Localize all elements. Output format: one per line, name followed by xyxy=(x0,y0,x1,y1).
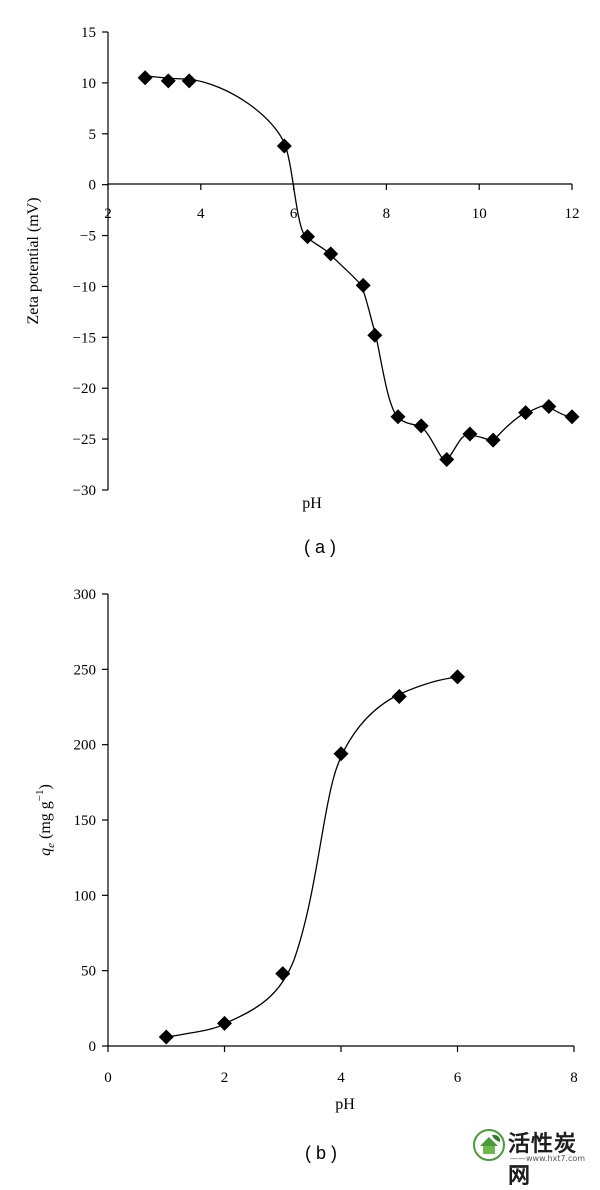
y-tick-label: −10 xyxy=(73,279,96,295)
data-point-marker xyxy=(485,432,501,448)
y-axis-title-subscript: e xyxy=(45,843,57,848)
adsorption-capacity-markers xyxy=(158,669,465,1045)
x-axis-ticks: 2 4 6 8 10 12 xyxy=(104,184,580,222)
y-tick-label: −30 xyxy=(73,483,96,499)
data-point-marker xyxy=(137,70,153,86)
x-tick-label: 8 xyxy=(570,1070,578,1086)
data-point-marker xyxy=(181,73,197,89)
zeta-potential-curve xyxy=(145,75,572,462)
data-point-marker xyxy=(217,1015,232,1031)
data-point-marker xyxy=(462,426,478,442)
data-point-marker xyxy=(333,746,349,762)
x-tick-label: 0 xyxy=(104,1070,112,1086)
data-point-marker xyxy=(390,409,406,425)
y-tick-label: 0 xyxy=(89,1039,97,1055)
panel-label-a: ( a ) xyxy=(304,537,336,557)
watermark: 活性炭网 ——www.hxt7.com—— xyxy=(470,1126,598,1189)
leaf-house-logo-icon xyxy=(473,1129,505,1161)
y-axis-ticks: 15 10 5 0 −5 −10 −15 −20 −25 −30 xyxy=(73,25,108,499)
y-tick-label: 15 xyxy=(81,25,96,41)
y-axis-ticks: 300 250 200 150 100 50 0 xyxy=(74,587,108,1055)
data-point-marker xyxy=(367,327,383,343)
y-axis-title-close: ) xyxy=(37,784,54,789)
data-point-marker xyxy=(160,73,176,89)
y-axis-title-superscript: −1 xyxy=(34,789,46,801)
y-tick-label: −20 xyxy=(73,381,96,397)
watermark-url: ——www.hxt7.com—— xyxy=(510,1154,586,1172)
y-tick-label: 0 xyxy=(89,178,97,194)
data-point-marker xyxy=(564,409,580,425)
data-point-marker xyxy=(300,229,316,245)
y-tick-label: −15 xyxy=(73,330,96,346)
y-tick-label: −25 xyxy=(73,432,96,448)
x-tick-label: 4 xyxy=(197,206,205,222)
x-tick-label: 2 xyxy=(221,1070,229,1086)
x-axis-title: pH xyxy=(335,1096,355,1113)
y-axis-title-q: q xyxy=(37,848,54,856)
data-point-marker xyxy=(450,669,465,685)
data-point-marker xyxy=(276,138,292,154)
data-point-marker xyxy=(355,277,371,293)
y-tick-label: 200 xyxy=(74,738,97,754)
y-tick-label: 10 xyxy=(81,76,96,92)
y-axis-title: qe (mg g−1) xyxy=(34,784,57,856)
y-tick-label: 5 xyxy=(89,127,97,143)
x-axis-title: pH xyxy=(302,495,322,512)
y-tick-label: 150 xyxy=(74,813,97,829)
x-tick-label: 10 xyxy=(472,206,487,222)
data-point-marker xyxy=(541,399,557,415)
x-tick-label: 2 xyxy=(104,206,112,222)
x-tick-label: 6 xyxy=(454,1070,462,1086)
panel-label-b: ( b ) xyxy=(305,1143,337,1163)
zeta-potential-markers xyxy=(137,70,580,467)
y-axis-title-unit: (mg g xyxy=(37,801,54,843)
data-point-marker xyxy=(391,688,407,704)
y-tick-label: −5 xyxy=(80,229,96,245)
data-point-marker xyxy=(413,418,429,434)
y-tick-label: 100 xyxy=(74,888,97,904)
adsorption-capacity-curve xyxy=(166,676,460,1038)
data-point-marker xyxy=(158,1029,174,1045)
x-tick-label: 4 xyxy=(337,1070,345,1086)
x-tick-label: 12 xyxy=(565,206,580,222)
y-tick-label: 50 xyxy=(81,964,96,980)
x-axis-ticks: 0 2 4 6 8 xyxy=(104,1046,578,1086)
zeta-potential-chart: 15 10 5 0 −5 −10 −15 −20 −25 −30 2 4 6 8 10 12 pH Zeta… xyxy=(25,25,580,557)
data-point-marker xyxy=(323,246,339,262)
data-point-marker xyxy=(439,451,455,467)
data-point-marker xyxy=(275,966,291,982)
y-tick-label: 250 xyxy=(74,662,97,678)
y-tick-label: 300 xyxy=(74,587,97,603)
x-tick-label: 6 xyxy=(290,206,298,222)
y-axis-title: Zeta potential (mV) xyxy=(25,197,42,324)
data-point-marker xyxy=(518,405,534,421)
x-tick-label: 8 xyxy=(383,206,391,222)
